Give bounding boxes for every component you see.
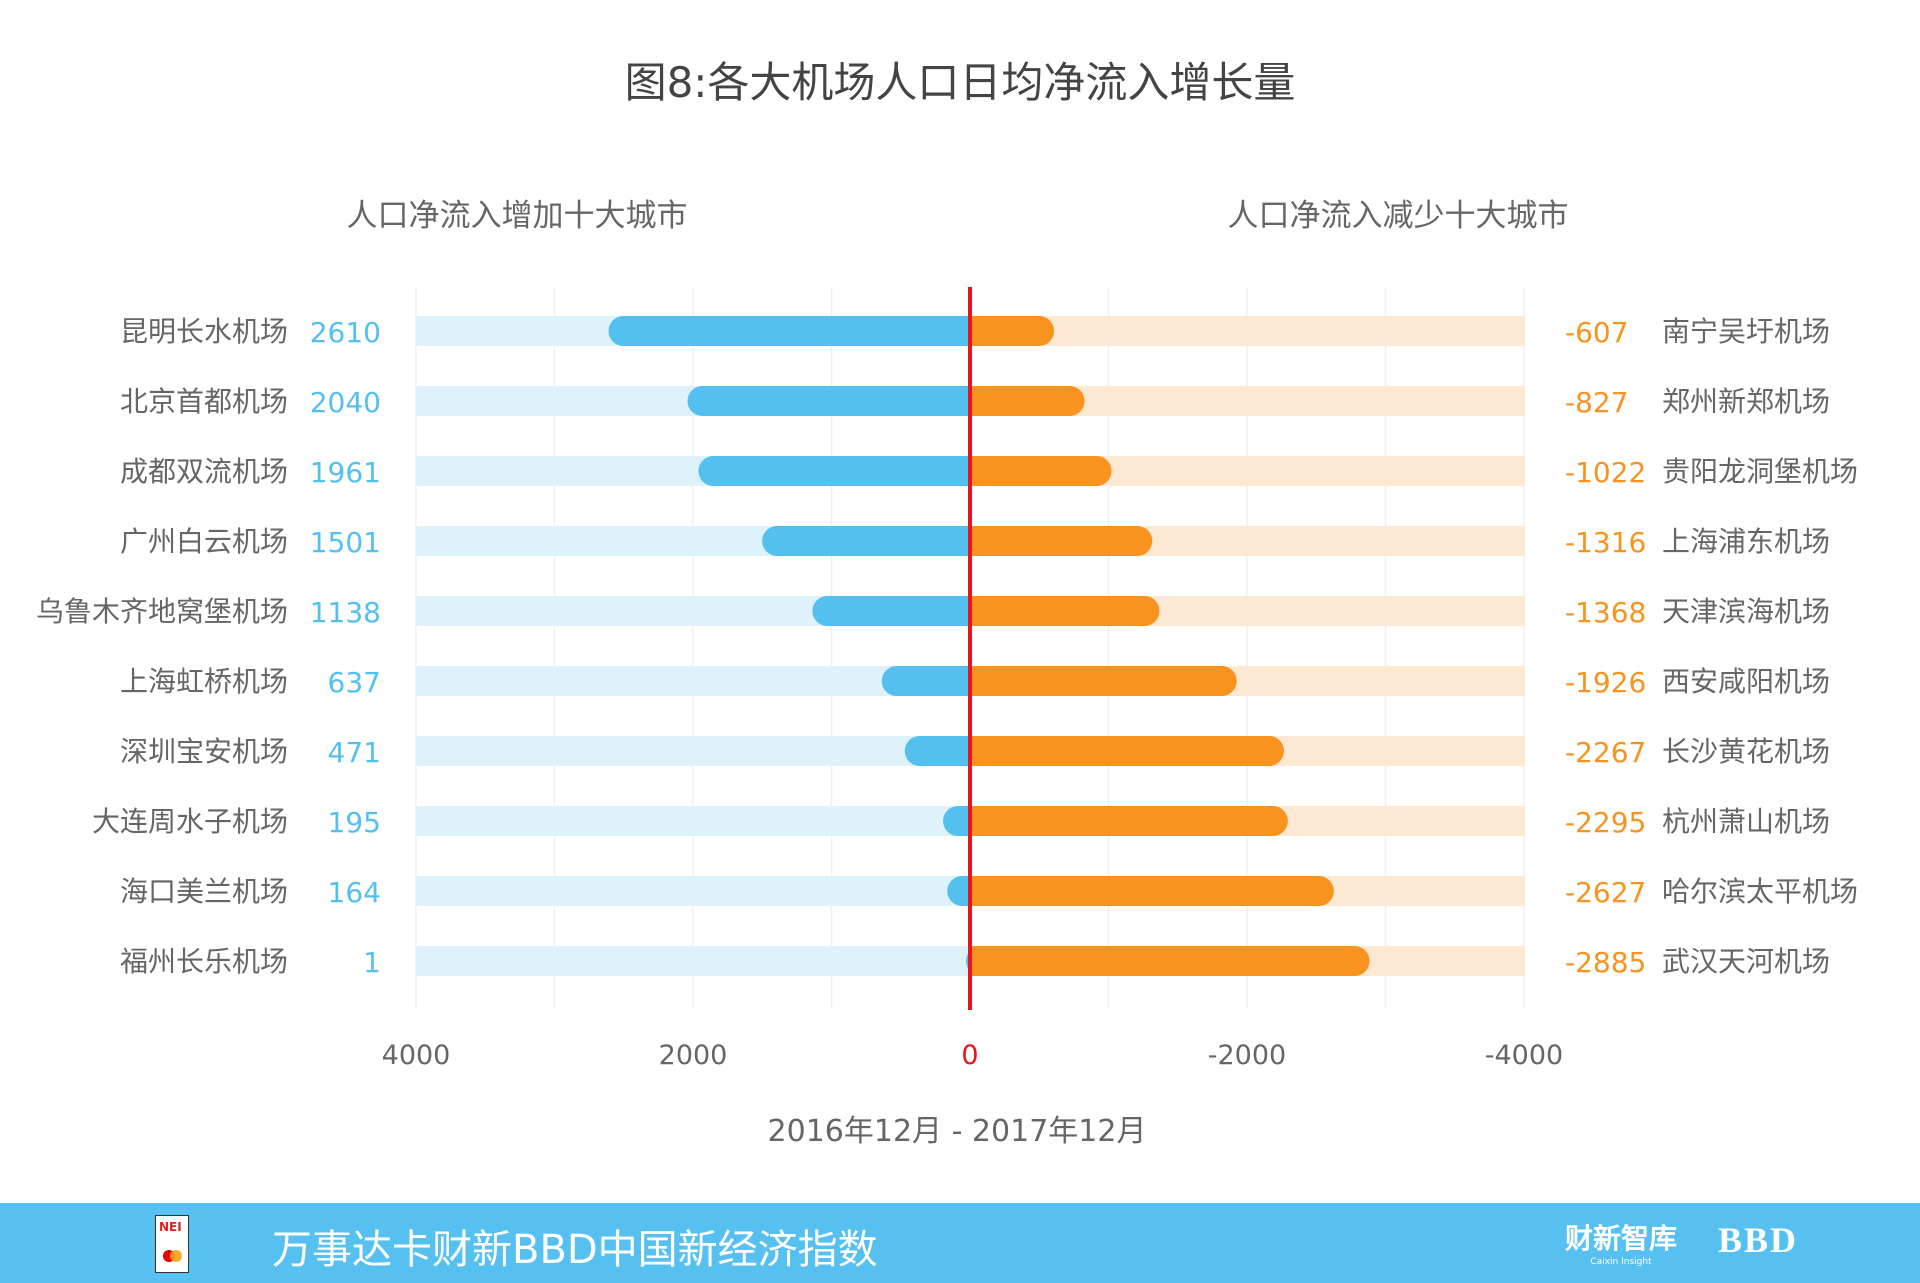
decrease-category-label: 天津滨海机场 bbox=[1662, 595, 1830, 628]
decrease-data-label: -1926 bbox=[1565, 666, 1646, 699]
decrease-bar bbox=[970, 596, 1160, 626]
increase-bar bbox=[687, 386, 970, 416]
decrease-bar bbox=[970, 526, 1153, 556]
increase-bar bbox=[942, 806, 970, 836]
decrease-data-label: -607 bbox=[1565, 316, 1629, 349]
decrease-bar bbox=[970, 806, 1288, 836]
increase-bar bbox=[904, 736, 970, 766]
x-tick-label: 4000 bbox=[382, 1040, 451, 1071]
increase-category-label: 大连周水子机场 bbox=[92, 805, 288, 838]
increase-data-label: 637 bbox=[328, 666, 381, 699]
increase-data-label: 195 bbox=[328, 806, 381, 839]
decrease-category-label: 杭州萧山机场 bbox=[1662, 805, 1830, 838]
x-axis-label: 2016年12月 - 2017年12月 bbox=[768, 1114, 1147, 1149]
decrease-data-label: -2295 bbox=[1565, 806, 1646, 839]
increase-track bbox=[416, 876, 970, 906]
decrease-category-label: 南宁吴圩机场 bbox=[1662, 315, 1830, 348]
chart-title: 图8:各大机场人口日均净流入增长量 bbox=[625, 58, 1296, 107]
decrease-bar bbox=[970, 736, 1284, 766]
increase-category-label: 海口美兰机场 bbox=[120, 875, 288, 908]
x-tick-label: 0 bbox=[961, 1040, 978, 1071]
banner-title: 万事达卡财新BBD中国新经济指数 bbox=[272, 1227, 878, 1273]
bbd-logo: BBD bbox=[1718, 1220, 1799, 1260]
decrease-bar bbox=[970, 876, 1334, 906]
increase-track bbox=[416, 666, 970, 696]
decrease-data-label: -827 bbox=[1565, 386, 1629, 419]
decrease-data-label: -2267 bbox=[1565, 736, 1646, 769]
increase-track bbox=[416, 736, 970, 766]
x-tick-label: 2000 bbox=[659, 1040, 728, 1071]
decrease-category-label: 哈尔滨太平机场 bbox=[1662, 875, 1858, 908]
increase-bar bbox=[608, 316, 970, 346]
increase-data-label: 1501 bbox=[310, 526, 381, 559]
legend-decrease: 人口净流入减少十大城市 bbox=[1228, 198, 1569, 234]
decrease-data-label: -2627 bbox=[1565, 876, 1646, 909]
footer-banner: NEI 万事达卡财新BBD中国新经济指数 财新智库 Caixin Insight … bbox=[0, 1203, 1920, 1283]
legend-increase: 人口净流入增加十大城市 bbox=[347, 198, 688, 234]
decrease-category-label: 武汉天河机场 bbox=[1662, 945, 1830, 978]
increase-category-label: 深圳宝安机场 bbox=[120, 735, 288, 768]
increase-category-label: 北京首都机场 bbox=[120, 385, 288, 418]
increase-data-label: 2040 bbox=[310, 386, 381, 419]
increase-data-label: 1961 bbox=[310, 456, 381, 489]
increase-data-label: 1138 bbox=[310, 596, 381, 629]
decrease-category-label: 长沙黄花机场 bbox=[1662, 735, 1830, 768]
increase-category-label: 福州长乐机场 bbox=[120, 945, 288, 978]
increase-bar bbox=[762, 526, 970, 556]
decrease-bar bbox=[970, 316, 1055, 346]
nei-logo: NEI bbox=[155, 1215, 189, 1273]
decrease-category-label: 郑州新郑机场 bbox=[1662, 385, 1830, 418]
increase-category-label: 乌鲁木齐地窝堡机场 bbox=[36, 595, 288, 628]
increase-category-label: 成都双流机场 bbox=[120, 455, 288, 488]
decrease-category-label: 贵阳龙洞堡机场 bbox=[1662, 455, 1858, 488]
decrease-data-label: -1316 bbox=[1565, 526, 1646, 559]
increase-data-label: 471 bbox=[328, 736, 381, 769]
increase-bar bbox=[698, 456, 970, 486]
decrease-data-label: -1368 bbox=[1565, 596, 1646, 629]
decrease-track bbox=[970, 316, 1525, 346]
increase-category-label: 昆明长水机场 bbox=[120, 315, 288, 348]
decrease-bar bbox=[970, 386, 1085, 416]
increase-data-label: 2610 bbox=[310, 316, 381, 349]
increase-category-label: 上海虹桥机场 bbox=[120, 665, 288, 698]
x-tick-label: -2000 bbox=[1208, 1040, 1286, 1071]
diverging-bar-chart: 图8:各大机场人口日均净流入增长量 人口净流入增加十大城市 人口净流入减少十大城… bbox=[36, 58, 1858, 1149]
increase-bar bbox=[881, 666, 970, 696]
decrease-data-label: -1022 bbox=[1565, 456, 1646, 489]
increase-data-label: 1 bbox=[363, 946, 381, 979]
increase-track bbox=[416, 806, 970, 836]
increase-bar bbox=[947, 876, 970, 906]
decrease-bar bbox=[970, 666, 1237, 696]
caixin-logo: 财新智库 Caixin Insight bbox=[1565, 1222, 1678, 1267]
increase-category-label: 广州白云机场 bbox=[120, 525, 288, 558]
increase-data-label: 164 bbox=[328, 876, 381, 909]
increase-bar bbox=[812, 596, 970, 626]
decrease-category-label: 西安咸阳机场 bbox=[1662, 665, 1830, 698]
increase-track bbox=[416, 946, 970, 976]
decrease-bar bbox=[970, 946, 1370, 976]
decrease-bar bbox=[970, 456, 1112, 486]
decrease-category-label: 上海浦东机场 bbox=[1662, 525, 1830, 558]
decrease-data-label: -2885 bbox=[1565, 946, 1646, 979]
x-tick-label: -4000 bbox=[1485, 1040, 1563, 1071]
